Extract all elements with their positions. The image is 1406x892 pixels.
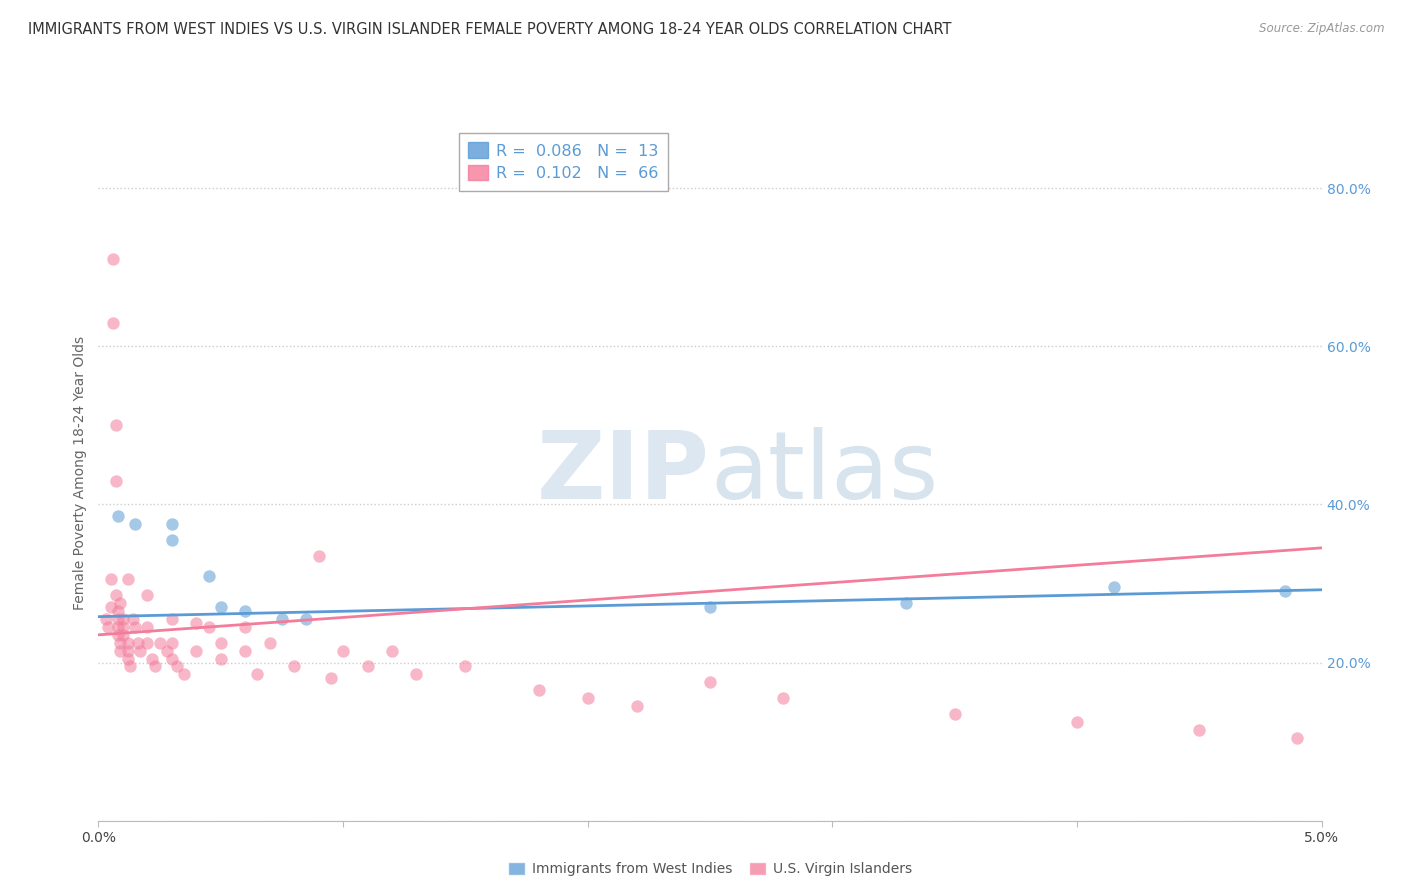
Point <box>233 620 256 634</box>
Text: IMMIGRANTS FROM WEST INDIES VS U.S. VIRGIN ISLANDER FEMALE POVERTY AMONG 18-24 Y: IMMIGRANTS FROM WEST INDIES VS U.S. VIRG… <box>28 22 952 37</box>
Point <box>111 612 134 626</box>
Point <box>111 620 134 634</box>
Point <box>104 418 127 433</box>
Point <box>107 612 129 626</box>
Point <box>136 620 159 634</box>
Point <box>1274 584 1296 599</box>
Point <box>101 252 124 267</box>
Point <box>160 651 183 665</box>
Point <box>259 636 281 650</box>
Point <box>101 316 124 330</box>
Point <box>527 683 550 698</box>
Legend: Immigrants from West Indies, U.S. Virgin Islanders: Immigrants from West Indies, U.S. Virgin… <box>502 855 918 883</box>
Point <box>173 667 195 681</box>
Point <box>100 600 122 615</box>
Point <box>209 651 232 665</box>
Point <box>1066 714 1088 729</box>
Point <box>1286 731 1309 745</box>
Point <box>100 573 122 587</box>
Point <box>141 651 163 665</box>
Point <box>107 628 129 642</box>
Point <box>186 643 208 657</box>
Point <box>107 604 129 618</box>
Point <box>197 620 219 634</box>
Point <box>1102 581 1125 595</box>
Point <box>149 636 172 650</box>
Point <box>160 636 183 650</box>
Point <box>104 588 127 602</box>
Point <box>111 628 134 642</box>
Point <box>233 604 256 618</box>
Text: atlas: atlas <box>710 426 938 519</box>
Point <box>699 675 721 690</box>
Point <box>160 612 183 626</box>
Point <box>110 596 132 610</box>
Point <box>197 568 219 582</box>
Point <box>246 667 269 681</box>
Point <box>283 659 305 673</box>
Point <box>209 600 232 615</box>
Point <box>943 706 966 721</box>
Point <box>156 643 179 657</box>
Point <box>699 600 721 615</box>
Point <box>110 643 132 657</box>
Point <box>405 667 427 681</box>
Text: ZIP: ZIP <box>537 426 710 519</box>
Point <box>110 636 132 650</box>
Point <box>143 659 166 673</box>
Point <box>121 612 143 626</box>
Point <box>894 596 917 610</box>
Point <box>454 659 477 673</box>
Point <box>97 620 120 634</box>
Point <box>186 615 208 630</box>
Point <box>626 698 648 713</box>
Text: Source: ZipAtlas.com: Source: ZipAtlas.com <box>1260 22 1385 36</box>
Point <box>117 573 139 587</box>
Point <box>576 691 599 706</box>
Point <box>233 643 256 657</box>
Point <box>332 643 354 657</box>
Point <box>124 620 146 634</box>
Point <box>356 659 378 673</box>
Point <box>136 588 159 602</box>
Point <box>117 643 139 657</box>
Point <box>120 659 142 673</box>
Point <box>209 636 232 650</box>
Point <box>104 474 127 488</box>
Point <box>107 509 129 524</box>
Point <box>117 636 139 650</box>
Point <box>308 549 330 563</box>
Point <box>107 620 129 634</box>
Point <box>772 691 794 706</box>
Point <box>381 643 404 657</box>
Point <box>127 636 149 650</box>
Point <box>160 533 183 547</box>
Y-axis label: Female Poverty Among 18-24 Year Olds: Female Poverty Among 18-24 Year Olds <box>73 335 87 610</box>
Point <box>124 517 146 532</box>
Point <box>94 612 117 626</box>
Point <box>117 651 139 665</box>
Point <box>166 659 188 673</box>
Point <box>129 643 152 657</box>
Point <box>136 636 159 650</box>
Point <box>319 671 342 685</box>
Point <box>1188 723 1211 737</box>
Point <box>295 612 318 626</box>
Point <box>160 517 183 532</box>
Point <box>270 612 292 626</box>
